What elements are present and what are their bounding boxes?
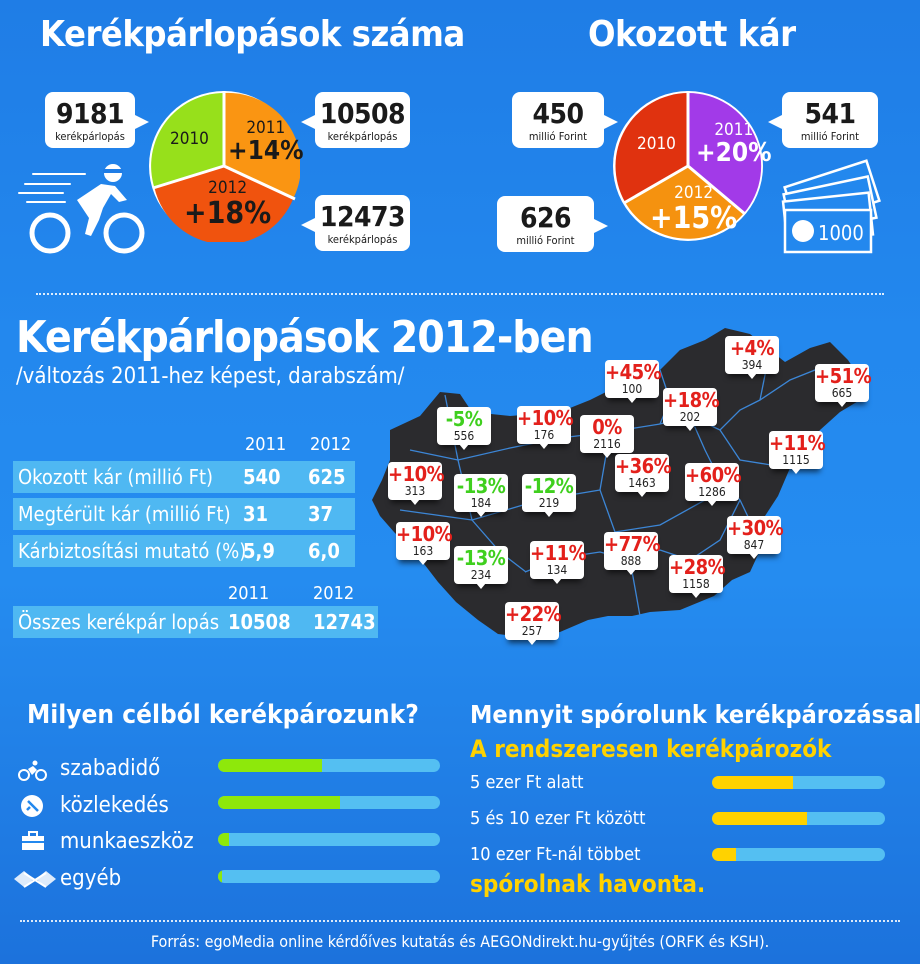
savings-footer: spórolnak havonta. xyxy=(470,870,706,898)
purpose-bar xyxy=(218,796,440,809)
purpose-bar xyxy=(218,759,440,772)
pie-slice-2011 xyxy=(224,92,300,198)
pie-slice-2012 xyxy=(625,166,744,239)
damage-title: Okozott kár xyxy=(588,14,796,55)
pie-slice-2010 xyxy=(151,93,224,188)
map-county-box: +10% 176 xyxy=(517,406,574,449)
table-year-2011: 2011 xyxy=(245,434,287,455)
bubble-2011-damage: 541 millió Forint xyxy=(768,92,878,148)
bubble-2012-damage: 626 millió Forint xyxy=(497,196,608,252)
map-county-box: 0% 2116 xyxy=(580,415,634,458)
total-row: Összes kerékpár lopás 10508 12743 xyxy=(13,606,378,638)
total-year-2011: 2011 xyxy=(228,583,270,604)
savings-bar xyxy=(712,776,885,789)
map-county-box: +4% 394 xyxy=(725,336,779,379)
map-county-box: +10% 163 xyxy=(396,522,453,565)
table-row: Megtérült kár (millió Ft) 31 37 xyxy=(13,498,355,530)
map-county-box: -13% 234 xyxy=(454,546,508,589)
source-note: Forrás: egoMedia online kérdőíves kutatá… xyxy=(150,932,770,951)
savings-title: Mennyit spórolunk kerékpározással? xyxy=(470,700,920,729)
bubble-2011-thefts: 10508 kerékpárlopás xyxy=(301,92,410,148)
section-divider xyxy=(36,293,884,295)
bubble-2012-thefts: 12473 kerékpárlopás xyxy=(301,195,410,251)
pie-label-2011: 2011 +14% xyxy=(228,118,304,166)
map-county-box: +30% 847 xyxy=(727,516,784,559)
pie-label-2012: 2012 +18% xyxy=(184,178,272,231)
savings-bar xyxy=(712,812,885,825)
purpose-label: munkaeszköz xyxy=(60,829,194,854)
bubble-2010-thefts: 9181 kerékpárlopás xyxy=(45,92,149,148)
table-year-2012: 2012 xyxy=(310,434,352,455)
damage-pie-chart xyxy=(613,91,763,241)
bubble-2010-damage: 450 millió Forint xyxy=(512,92,618,148)
pie-label-2011-damage: 2011 +20% xyxy=(696,120,772,168)
purpose-bar xyxy=(218,833,440,846)
cyclist-icon xyxy=(18,760,47,781)
savings-label: 10 ezer Ft-nál többet xyxy=(470,844,641,865)
banknotes-icon xyxy=(781,159,881,254)
pie-label-2010: 2010 xyxy=(170,129,209,149)
pie-slice-2012 xyxy=(154,166,294,242)
map-county-box: +22% 257 xyxy=(505,602,562,645)
savings-label: 5 ezer Ft alatt xyxy=(470,772,584,793)
footer-divider xyxy=(20,920,900,922)
map-county-box: +36% 1463 xyxy=(615,454,672,497)
purpose-label: szabadidő xyxy=(60,756,161,781)
table-row: Kárbiztosítási mutató (%) 5,9 6,0 xyxy=(13,535,355,567)
map-county-box: +10% 313 xyxy=(388,462,445,505)
thefts-count-title: Kerékpárlopások száma xyxy=(40,14,465,55)
map-county-box: -12% 219 xyxy=(522,474,576,517)
map-county-box: +28% 1158 xyxy=(669,555,726,598)
toolbox-icon xyxy=(22,831,44,850)
total-year-2012: 2012 xyxy=(313,583,355,604)
map-county-box: +45% 100 xyxy=(605,360,662,403)
map-county-box: +77% 888 xyxy=(604,532,661,575)
map-county-box: +60% 1286 xyxy=(685,463,742,506)
map-county-box: -5% 556 xyxy=(437,407,491,450)
map-county-box: +18% 202 xyxy=(663,388,720,431)
thefts-pie-chart xyxy=(149,91,300,242)
map-county-box: +11% 1115 xyxy=(769,431,826,474)
banknote-value: 1000 xyxy=(818,221,864,245)
checkered-flags-icon xyxy=(14,871,56,888)
table-row: Okozott kár (millió Ft) 540 625 xyxy=(13,461,355,493)
map-county-box: -13% 184 xyxy=(454,474,508,517)
pie-label-2010-damage: 2010 xyxy=(637,134,676,154)
thefts-2012-subtitle: /változás 2011-hez képest, darabszám/ xyxy=(16,364,405,389)
walking-person-icon xyxy=(21,795,43,817)
savings-subtitle: A rendszeresen kerékpározók xyxy=(470,735,832,763)
purpose-label: közlekedés xyxy=(60,793,169,818)
thefts-2012-title: Kerékpárlopások 2012-ben xyxy=(16,312,594,363)
savings-bar xyxy=(712,848,885,861)
pie-label-2012-damage: 2012 +15% xyxy=(650,183,738,236)
pie-slice-2011 xyxy=(688,92,762,213)
map-county-box: +51% 665 xyxy=(815,364,872,407)
purpose-bar xyxy=(218,870,440,883)
purpose-label: egyéb xyxy=(60,866,122,891)
purpose-title: Milyen célból kerékpározunk? xyxy=(27,700,419,730)
map-county-box: +11% 134 xyxy=(530,541,587,584)
cyclist-thief-icon xyxy=(18,164,145,254)
savings-label: 5 és 10 ezer Ft között xyxy=(470,808,646,829)
